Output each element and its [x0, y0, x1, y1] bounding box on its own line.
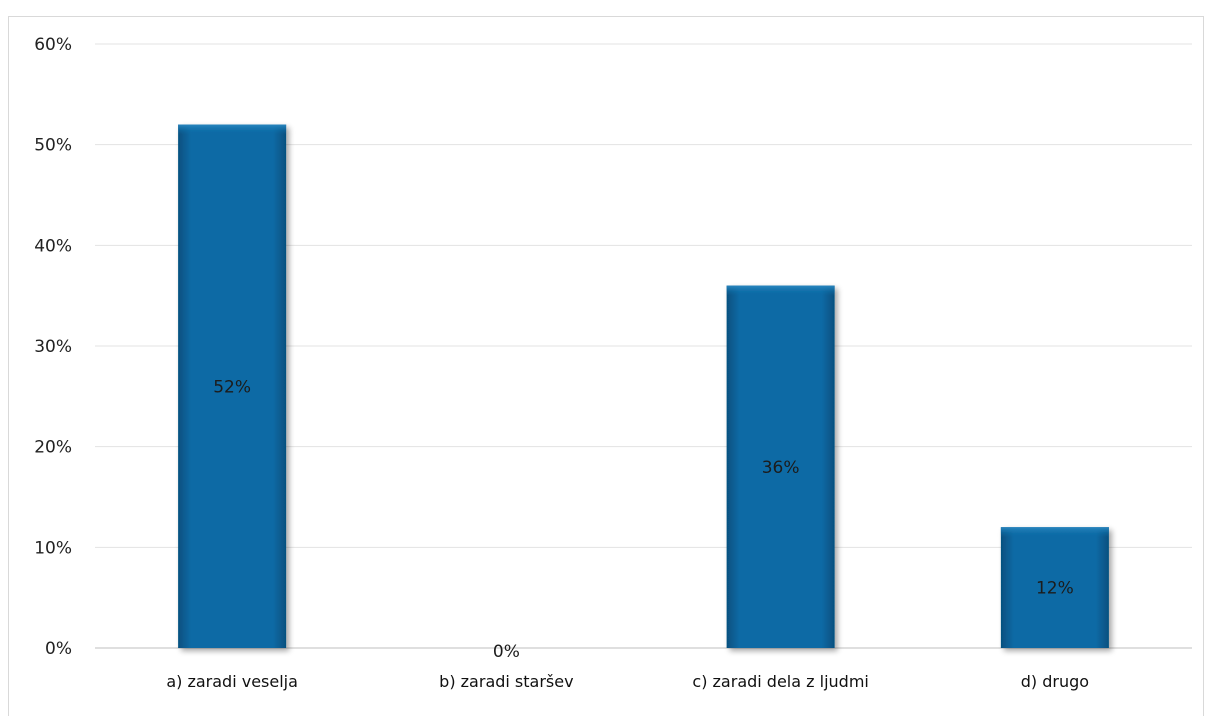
y-tick-label: 50% [34, 136, 72, 156]
y-tick-label: 20% [34, 438, 72, 458]
x-category-label: b) zaradi staršev [439, 672, 573, 691]
y-tick-label: 40% [34, 236, 72, 256]
data-label: 36% [762, 458, 800, 478]
y-tick-label: 10% [34, 538, 72, 558]
x-category-label: c) zaradi dela z ljudmi [692, 672, 868, 691]
bar [178, 124, 287, 649]
x-category-label: d) drugo [1021, 672, 1089, 691]
bar-bevel [178, 124, 287, 135]
y-tick-label: 0% [45, 639, 72, 659]
bar-bevel [726, 285, 835, 296]
data-label: 0% [493, 642, 520, 662]
bar-bevel [1000, 527, 1109, 538]
bars [178, 124, 1109, 649]
bar [1000, 527, 1109, 648]
x-axis-category-labels: a) zaradi veselja b) zaradi staršev c) zar… [166, 672, 1089, 691]
y-tick-label: 60% [34, 35, 72, 55]
y-axis-tick-labels: 0% 10% 20% 30% 40% 50% 60% [34, 35, 72, 659]
bar-group [726, 285, 835, 648]
data-labels: 52% 0% 36% 12% [213, 377, 1074, 662]
bar-group [1000, 527, 1109, 648]
chart-frame [8, 16, 1204, 716]
data-label: 52% [213, 377, 251, 397]
x-category-label: a) zaradi veselja [166, 672, 298, 691]
bar-group [178, 124, 287, 649]
bar [726, 285, 835, 648]
data-label: 12% [1036, 579, 1074, 599]
y-tick-label: 30% [34, 337, 72, 357]
